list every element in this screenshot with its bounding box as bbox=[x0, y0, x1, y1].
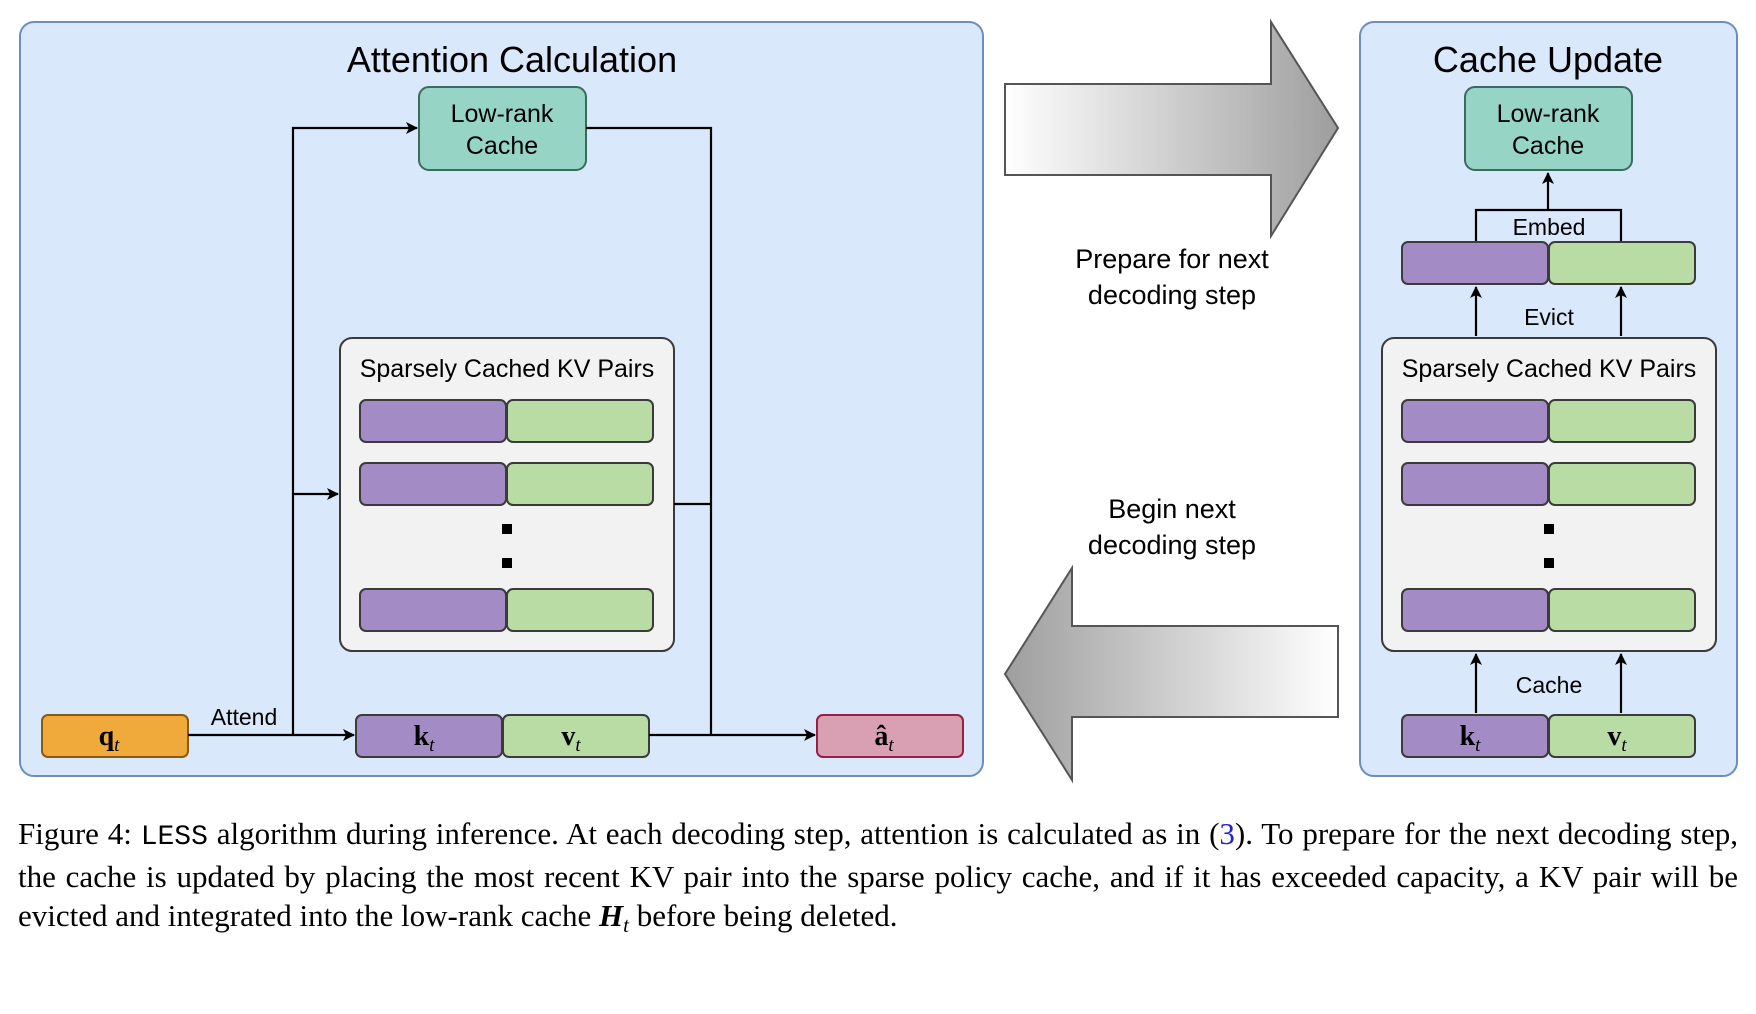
kv-key-block bbox=[1401, 588, 1549, 632]
math-h-symbol: H bbox=[599, 898, 624, 933]
caption-text-part2: ). To prepare for the next decoding step… bbox=[18, 816, 1739, 933]
ellipsis-dot bbox=[502, 558, 512, 568]
attention-calculation-panel: Attention Calculation Low-rank Cache Spa… bbox=[19, 21, 984, 777]
ellipsis-dot bbox=[1544, 558, 1554, 568]
new-key-label: kt bbox=[1460, 721, 1482, 756]
left-panel-title: Attention Calculation bbox=[347, 39, 677, 80]
kv-value-block bbox=[1548, 588, 1696, 632]
kv-key-block bbox=[359, 462, 507, 506]
new-value-label: vt bbox=[1607, 721, 1627, 756]
less-inference-diagram: Attention Calculation Low-rank Cache Spa… bbox=[19, 18, 1738, 784]
kv-value-block bbox=[506, 462, 654, 506]
attention-output-box bbox=[816, 714, 964, 758]
evicted-value-block bbox=[1548, 241, 1696, 285]
kv-key-block bbox=[359, 588, 507, 632]
ellipsis-dot bbox=[502, 524, 512, 534]
right-low-rank-cache-label-line2: Cache bbox=[1512, 132, 1584, 160]
kv-value-block bbox=[506, 399, 654, 443]
embed-label: Embed bbox=[1513, 214, 1586, 240]
low-rank-output-line bbox=[586, 126, 713, 735]
caption-text-part3: before being deleted. bbox=[628, 898, 898, 933]
evict-label: Evict bbox=[1524, 304, 1574, 330]
algorithm-name: LESS bbox=[140, 822, 208, 853]
prepare-label-line2: decoding step bbox=[1088, 280, 1256, 310]
kv-key-block bbox=[359, 399, 507, 443]
ellipsis-dot bbox=[1544, 524, 1554, 534]
kv-value-block bbox=[1548, 399, 1696, 443]
math-h-subscript: t bbox=[623, 913, 629, 937]
embed-bracket bbox=[1474, 208, 1623, 242]
begin-label-line1: Begin next bbox=[1108, 494, 1236, 524]
query-label: qt bbox=[99, 721, 121, 756]
right-panel-title: Cache Update bbox=[1433, 39, 1663, 80]
sparse-kv-title: Sparsely Cached KV Pairs bbox=[360, 355, 655, 383]
evicted-key-block bbox=[1401, 241, 1549, 285]
transition-arrows: Prepare for next decoding step Begin nex… bbox=[1003, 18, 1340, 784]
figure-label: Figure 4: bbox=[18, 816, 132, 851]
kv-value-block bbox=[1548, 462, 1696, 506]
cache-label: Cache bbox=[1516, 672, 1582, 698]
low-rank-cache-label-line2: Cache bbox=[466, 132, 538, 160]
right-sparse-kv-title: Sparsely Cached KV Pairs bbox=[1402, 355, 1697, 383]
low-rank-cache-label-line1: Low-rank bbox=[451, 100, 554, 128]
prepare-label-line1: Prepare for next bbox=[1075, 244, 1269, 274]
equation-reference-link[interactable]: 3 bbox=[1219, 816, 1235, 851]
cache-update-panel: Cache Update Low-rank Cache Embed Evict … bbox=[1359, 21, 1738, 777]
current-value-label: vt bbox=[561, 721, 581, 756]
current-key-label: kt bbox=[414, 721, 436, 756]
right-low-rank-cache-box bbox=[1464, 86, 1633, 171]
begin-label-line2: decoding step bbox=[1088, 530, 1256, 560]
attention-output-label: ât bbox=[874, 721, 894, 756]
query-to-low-rank-arrow bbox=[291, 122, 418, 735]
right-low-rank-cache-label-line1: Low-rank bbox=[1497, 100, 1600, 128]
figure-caption: Figure 4: LESS algorithm during inferenc… bbox=[18, 814, 1738, 945]
begin-next-step-arrow bbox=[1003, 564, 1339, 784]
caption-text-part1: algorithm during inference. At each deco… bbox=[207, 816, 1220, 851]
kv-value-block bbox=[506, 588, 654, 632]
attend-label: Attend bbox=[211, 704, 278, 730]
new-value-box bbox=[1548, 714, 1696, 758]
prepare-next-step-arrow bbox=[1004, 18, 1340, 240]
kv-key-block bbox=[1401, 399, 1549, 443]
kv-key-block bbox=[1401, 462, 1549, 506]
